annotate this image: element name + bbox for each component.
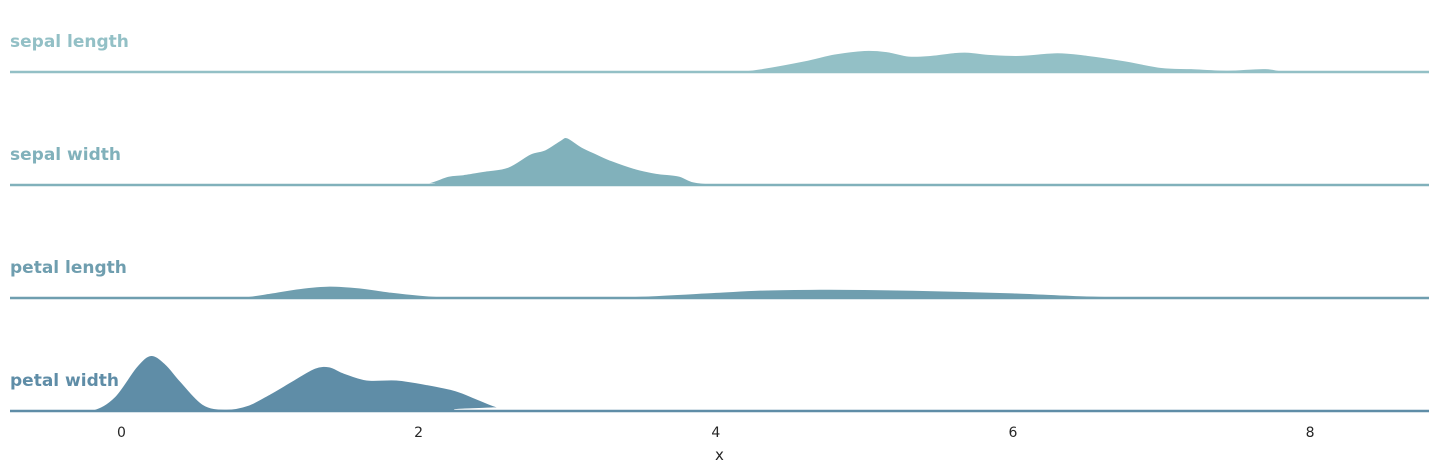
x-axis: 0 2 4 6 8 bbox=[117, 425, 1315, 441]
ridge-label: petal width bbox=[10, 371, 119, 391]
x-tick-label: 2 bbox=[414, 425, 423, 441]
density-outline bbox=[9, 48, 1430, 74]
density-area bbox=[10, 354, 1429, 412]
density-area bbox=[10, 49, 1429, 73]
ridge-petal-width: petal width bbox=[9, 353, 1430, 413]
ridges-layer: sepal length sepal width petal length petal… bbox=[9, 32, 1430, 413]
x-tick-label: 0 bbox=[117, 425, 126, 441]
x-tick-label: 4 bbox=[711, 425, 720, 441]
x-tick-label: 8 bbox=[1306, 425, 1315, 441]
ridge-label: sepal length bbox=[10, 32, 129, 52]
x-axis-label: x bbox=[715, 446, 724, 464]
ridge-sepal-width: sepal width bbox=[9, 136, 1430, 187]
ridge-petal-length: petal length bbox=[9, 258, 1430, 300]
ridge-label: petal length bbox=[10, 258, 127, 278]
ridge-sepal-length: sepal length bbox=[9, 32, 1430, 74]
ridge-label: sepal width bbox=[10, 145, 121, 165]
density-area bbox=[10, 136, 1429, 186]
x-tick-label: 6 bbox=[1008, 425, 1017, 441]
density-outline bbox=[9, 136, 1430, 187]
density-outline bbox=[9, 353, 1430, 413]
